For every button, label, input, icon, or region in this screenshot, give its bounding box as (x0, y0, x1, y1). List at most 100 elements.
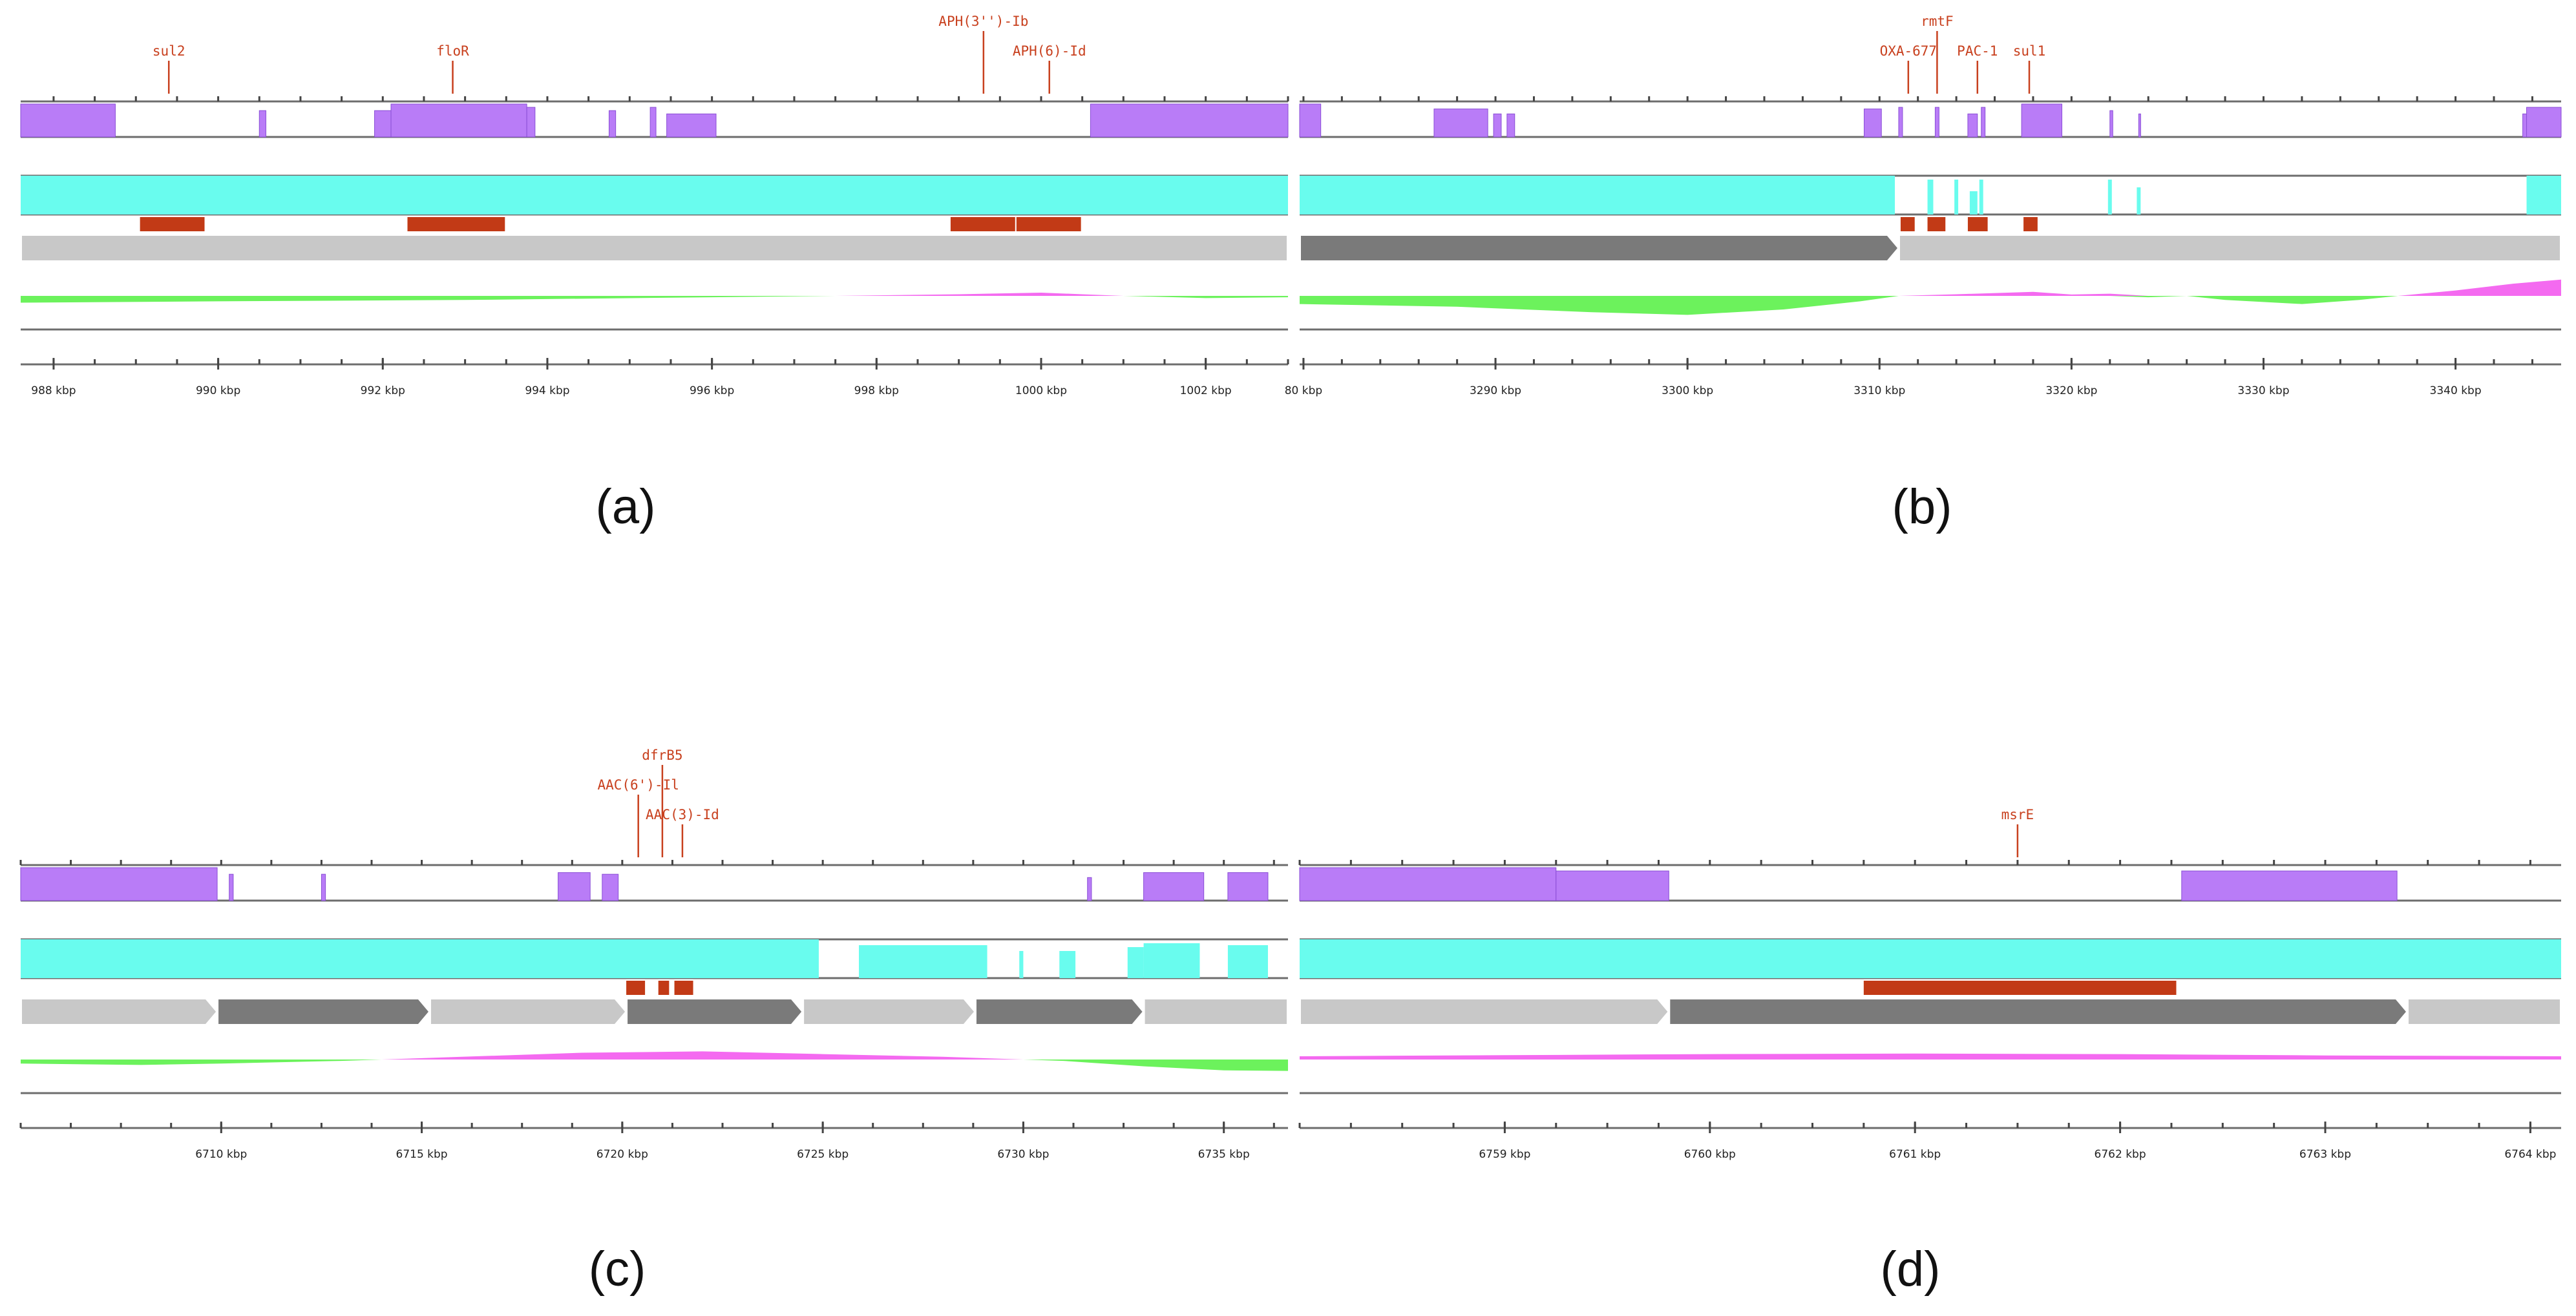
panel-d-contig-2 (2408, 999, 2560, 1024)
panel-c-track1-block-0 (20, 867, 218, 901)
panel-a-track1-block-0 (20, 103, 116, 138)
panel-b-axis-tick-label-3: 3310 kbp (1853, 384, 1905, 397)
panel-b-track1-block-4 (1863, 109, 1882, 138)
panel-a-arg-hit-3 (1016, 217, 1081, 231)
panel-a-track1-block-1 (259, 110, 266, 138)
panel-d-track1-block-1 (1556, 870, 1669, 901)
panel-d: 6759 kbp 6760 kbp 6761 kbp 6762 kbp 6763 kbp… (1298, 807, 2561, 1161)
panel-a-contig-0 (22, 236, 1287, 260)
panel-a: 988 kbp 990 kbp 992 kbp 994 kbp 996 kbp 998 k… (20, 14, 1289, 397)
panel-a-axis-tick-label-7: 1002 kbp (1180, 384, 1232, 397)
panel-a-gc-skew-positive (21, 292, 1288, 296)
panel-a-arg-hit-0 (140, 217, 205, 231)
panel-a-track1-block-4 (526, 107, 536, 138)
panel-b-arg-hit-1 (1927, 217, 1946, 231)
panel-c-track1-block-2 (321, 873, 326, 901)
panel-a-gene-label-0: sul2 (153, 43, 185, 59)
panel-b-axis-tick-label-0: 80 kbp (1285, 384, 1322, 397)
panel-b-track1-block-10 (2109, 110, 2113, 138)
panel-b-track1-block-11 (2138, 113, 2141, 138)
panel-b-track2-block-6 (2137, 187, 2141, 214)
panel-a-axis-tick-label-4: 996 kbp (690, 384, 734, 397)
panel-a-axis-tick-label-2: 992 kbp (361, 384, 405, 397)
panel-c-contig-0 (22, 999, 216, 1024)
panel-b-caption: (b) (1892, 479, 1952, 534)
panel-c-caption: (c) (589, 1242, 646, 1297)
panel-c-track2-block-6 (1227, 945, 1268, 978)
panel-a-arg-hit-1 (407, 217, 505, 231)
panel-c-arg-hit-1 (658, 981, 670, 995)
panel-d-contig-1 (1670, 999, 2406, 1024)
panel-a-gene-label-3: APH(6)-Id (1013, 43, 1086, 59)
panel-d-axis-tick-label-3: 6762 kbp (2095, 1148, 2146, 1161)
panel-d-track1-block-0 (1299, 867, 1557, 901)
panel-c-gc-skew-negative (21, 1060, 1288, 1071)
panel-b-contig-0 (1301, 236, 1897, 260)
panel-b-track2-block-0 (1300, 176, 1895, 214)
panel-b-track1-block-0 (1299, 103, 1322, 138)
panel-d-caption: (d) (1881, 1242, 1941, 1297)
panel-d-axis-tick-label-1: 6760 kbp (1684, 1148, 1736, 1161)
panel-b-track1-block-2 (1493, 113, 1502, 138)
panel-a-arg-hit-2 (950, 217, 1015, 231)
panel-a-track1-block-3 (390, 103, 527, 138)
panel-b-contig-1 (1899, 236, 2560, 260)
panel-b-track1-block-3 (1506, 113, 1515, 138)
panel-c-contig-3 (628, 999, 802, 1024)
panel-a-caption: (a) (596, 479, 656, 534)
panel-c-axis-tick-label-0: 6710 kbp (195, 1148, 247, 1161)
panel-a-track1-block-7 (666, 113, 717, 138)
panel-c-contig-6 (1145, 999, 1287, 1024)
panel-b-track2-block-3 (1969, 191, 1978, 214)
panel-d-gene-label-0: msrE (2001, 807, 2034, 822)
panel-b-axis-tick-label-6: 3340 kbp (2430, 384, 2482, 397)
panel-a-track1-block-8 (1090, 103, 1289, 138)
panel-c-axis-tick-label-3: 6725 kbp (797, 1148, 849, 1161)
panel-c-gene-label-1: AAC(6')-Il (597, 777, 679, 793)
panel-c-track1-block-6 (1143, 872, 1205, 901)
panel-b-gene-label-1: OXA-677 (1880, 43, 1937, 59)
panel-a-axis-tick-label-5: 998 kbp (854, 384, 899, 397)
panel-a-track1-block-2 (374, 110, 392, 138)
panel-a-gc-skew-negative (21, 296, 1288, 303)
panel-b-axis-tick-label-4: 3320 kbp (2045, 384, 2097, 397)
panel-a-track2-block-0 (21, 176, 1288, 214)
panel-c-gc-skew-positive (21, 1051, 1288, 1060)
panel-d-axis-tick-label-5: 6764 kbp (2504, 1148, 2556, 1161)
panel-d-track2-block-0 (1300, 939, 2561, 978)
panel-c: 6710 kbp 6715 kbp 6720 kbp 6725 kbp 6730 kbp… (19, 747, 1288, 1161)
panel-b-gc-skew-positive (1300, 279, 2561, 296)
panel-c-contig-1 (218, 999, 428, 1024)
panel-b-arg-hit-3 (2023, 217, 2038, 231)
panel-b-track1-block-1 (1433, 109, 1488, 138)
panel-b-axis-tick-label-2: 3300 kbp (1662, 384, 1713, 397)
panel-c-track2-block-1 (858, 945, 987, 978)
panel-c-track1-block-3 (558, 872, 591, 901)
panel-a-track1-block-6 (649, 107, 657, 138)
panel-b-gene-label-0: rmtF (1921, 14, 1954, 29)
panel-a-gene-label-2: APH(3'')-Ib (938, 14, 1028, 29)
panel-c-track2-block-0 (21, 939, 819, 978)
panel-c-track1-block-4 (602, 873, 619, 901)
panel-c-axis-tick-label-5: 6735 kbp (1198, 1148, 1250, 1161)
panel-c-axis-tick-label-2: 6720 kbp (596, 1148, 648, 1161)
panel-c-axis-tick-label-4: 6730 kbp (997, 1148, 1049, 1161)
panel-c-track1-block-7 (1227, 872, 1269, 901)
panel-c-gene-label-2: AAC(3)-Id (646, 807, 719, 822)
panel-b-track1-block-9 (2021, 103, 2063, 138)
panel-c-track1-block-1 (229, 873, 234, 901)
panel-b-track2-block-4 (1979, 180, 1983, 214)
panel-b-track1-block-6 (1934, 107, 1939, 138)
panel-d-contig-0 (1301, 999, 1668, 1024)
panel-c-track2-block-5 (1143, 943, 1200, 978)
panel-d-axis-tick-label-0: 6759 kbp (1479, 1148, 1530, 1161)
panel-d-track1-block-2 (2181, 870, 2398, 901)
panel-a-axis-tick-label-3: 994 kbp (525, 384, 569, 397)
panel-b-track2-block-2 (1954, 180, 1959, 214)
panel-d-gc-skew-positive (1300, 1053, 2561, 1060)
panel-c-gene-label-0: dfrB5 (642, 747, 682, 763)
panel-b-arg-hit-0 (1900, 217, 1915, 231)
panel-b-track1-block-8 (1981, 107, 1986, 138)
panel-b-track1-block-12 (2522, 113, 2528, 138)
